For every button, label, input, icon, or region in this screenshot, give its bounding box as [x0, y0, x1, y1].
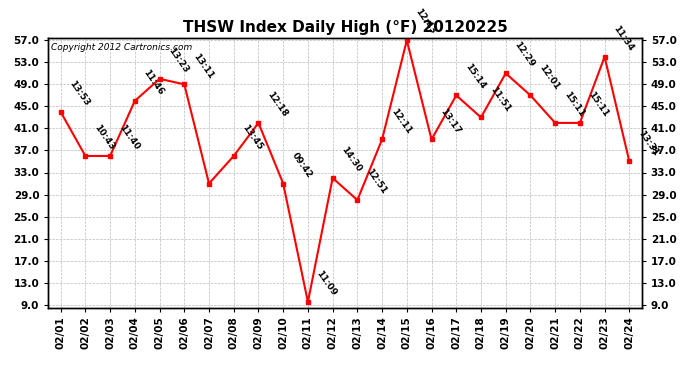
Text: 13:45: 13:45: [241, 123, 264, 152]
Text: 13:11: 13:11: [191, 51, 215, 80]
Text: 12:11: 12:11: [389, 106, 413, 135]
Text: 13:17: 13:17: [438, 106, 462, 135]
Text: 11:40: 11:40: [117, 123, 141, 152]
Text: 12:29: 12:29: [513, 40, 537, 69]
Text: 13:31: 13:31: [636, 129, 660, 158]
Text: Copyright 2012 Cartronics.com: Copyright 2012 Cartronics.com: [51, 43, 193, 52]
Text: 11:34: 11:34: [611, 24, 635, 52]
Text: 11:09: 11:09: [315, 269, 339, 298]
Text: 12:18: 12:18: [266, 90, 289, 119]
Text: 15:11: 15:11: [586, 90, 611, 119]
Text: 13:23: 13:23: [166, 46, 190, 75]
Text: 13:53: 13:53: [68, 79, 91, 108]
Text: 09:42: 09:42: [290, 151, 314, 179]
Text: 11:46: 11:46: [141, 68, 166, 97]
Text: 12:43: 12:43: [414, 8, 437, 36]
Text: 14:30: 14:30: [339, 145, 364, 174]
Text: 15:14: 15:14: [463, 63, 487, 91]
Title: THSW Index Daily High (°F) 20120225: THSW Index Daily High (°F) 20120225: [183, 20, 507, 35]
Text: 15:11: 15:11: [562, 90, 586, 119]
Text: 10:43: 10:43: [92, 123, 116, 152]
Text: 11:51: 11:51: [488, 85, 512, 113]
Text: 12:51: 12:51: [364, 167, 388, 196]
Text: 12:01: 12:01: [538, 63, 561, 91]
